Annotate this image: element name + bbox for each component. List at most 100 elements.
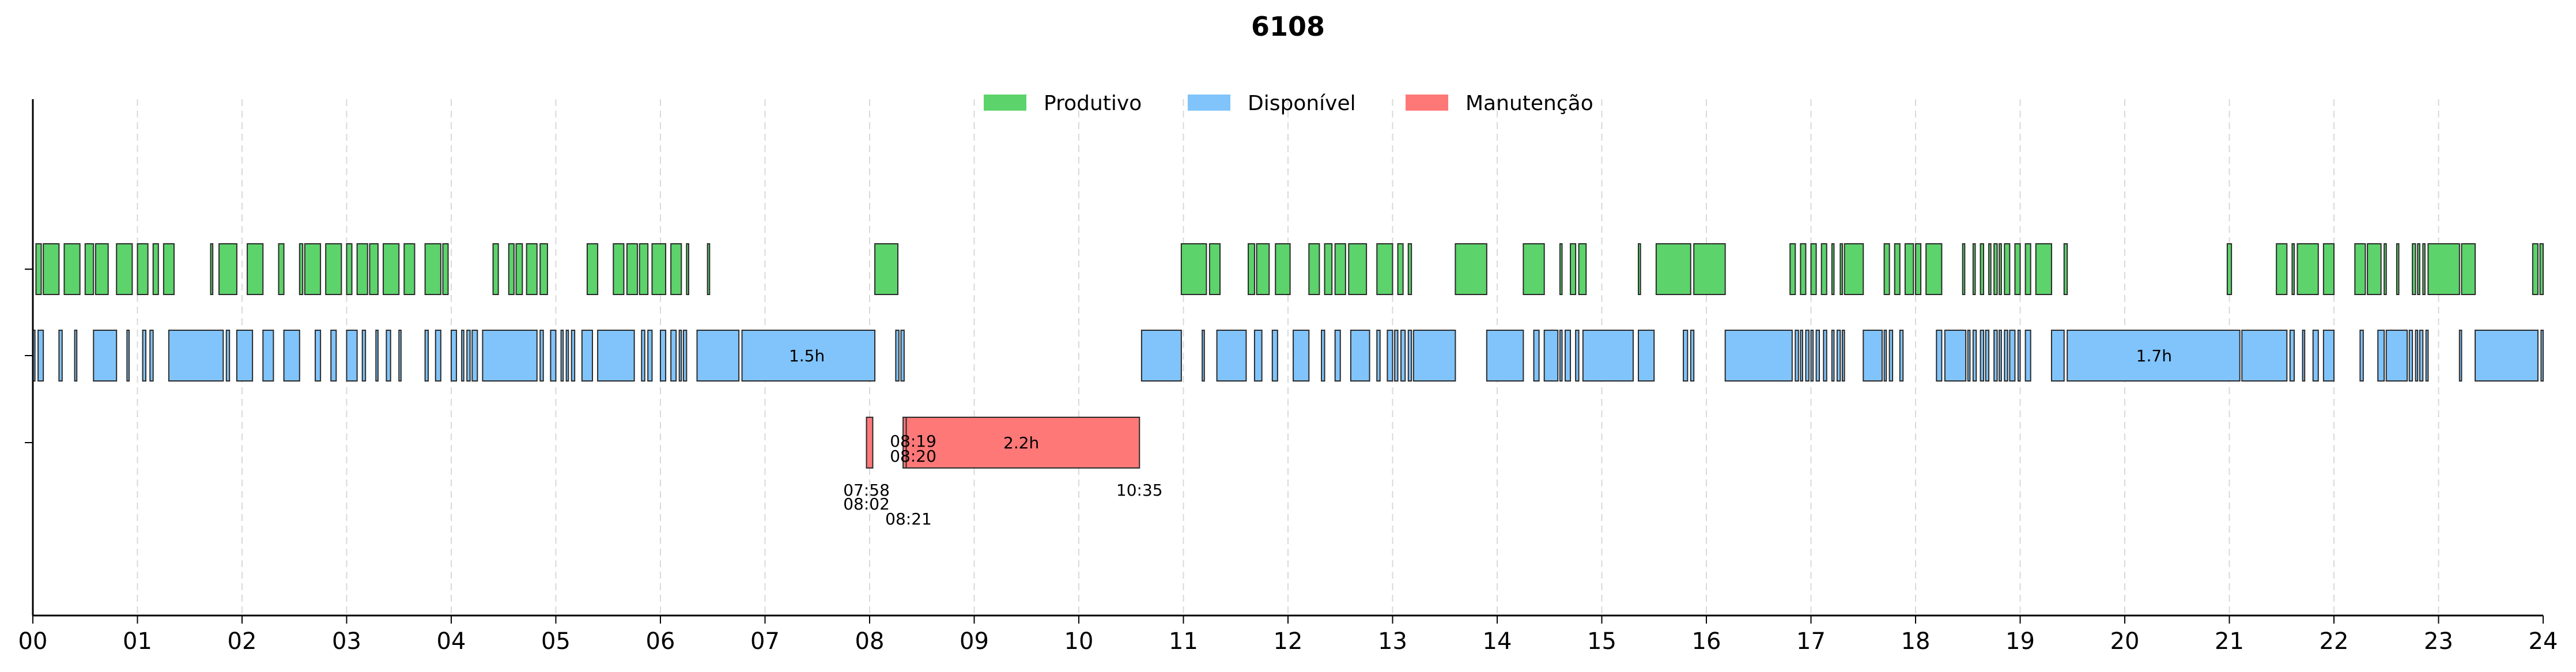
time-annotation: 07:58 — [843, 481, 890, 500]
bar-segment — [1972, 330, 1977, 382]
bar-segment — [1810, 330, 1814, 382]
bar-segment — [1844, 243, 1864, 295]
bar-segment — [386, 330, 391, 382]
bar-segment — [1925, 243, 1943, 295]
bar-segment — [2014, 243, 2021, 295]
legend-label-manutencao: Manutenção — [1465, 92, 1593, 115]
bar-segment — [2004, 243, 2011, 295]
bar-segment — [1993, 330, 1998, 382]
x-tick-label: 23 — [2424, 628, 2453, 655]
bar-segment — [515, 243, 523, 295]
bar-segment — [492, 243, 499, 295]
bar-segment — [682, 330, 688, 382]
x-tick-label: 08 — [855, 628, 885, 655]
bar-segment — [225, 330, 231, 382]
bar-segment — [442, 243, 449, 295]
bar-segment — [1140, 330, 1182, 382]
x-tick-label: 21 — [2215, 628, 2244, 655]
bar-segment — [2461, 243, 2476, 295]
bar-segment — [375, 330, 379, 382]
x-tick-label: 17 — [1796, 628, 1826, 655]
bar-segment — [152, 243, 159, 295]
x-tick-label: 07 — [750, 628, 780, 655]
bar-segment — [2540, 330, 2544, 382]
bar-segment — [247, 243, 264, 295]
time-annotation: 08:21 — [885, 509, 932, 528]
bar-segment — [1293, 330, 1310, 382]
x-tick-label: 05 — [541, 628, 571, 655]
bar-segment — [1376, 330, 1381, 382]
bar-segment — [1578, 243, 1587, 295]
bar-segment — [2322, 330, 2335, 382]
bar-segment — [1883, 243, 1890, 295]
bar-segment — [550, 330, 557, 382]
bar-segment — [2289, 330, 2295, 382]
x-tick-label: 09 — [960, 628, 989, 655]
bar-segment — [1348, 243, 1368, 295]
bar-segment — [639, 243, 649, 295]
bar-segment — [895, 330, 900, 382]
bar-segment — [2539, 243, 2544, 295]
bar-segment — [1455, 243, 1487, 295]
bar-segment — [1936, 330, 1943, 382]
bar-segment — [1202, 330, 1205, 382]
bar-segment — [1253, 330, 1263, 382]
bar-segment — [1638, 243, 1641, 295]
bar-segment — [1582, 330, 1634, 382]
bar-segment — [299, 243, 304, 295]
bar-segment — [1980, 243, 1984, 295]
bar-segment — [1350, 330, 1370, 382]
bar-segment — [346, 243, 353, 295]
bar-segment — [2009, 330, 2016, 382]
bar-segment — [1334, 330, 1341, 382]
x-tick-label: 18 — [1901, 628, 1931, 655]
bar-segment — [1815, 330, 1820, 382]
bar-segment — [1841, 330, 1845, 382]
bar-segment — [2417, 243, 2420, 295]
bar-segment — [2312, 330, 2319, 382]
bar-segment — [369, 243, 379, 295]
bar-segment — [424, 243, 441, 295]
bar-segment — [670, 330, 677, 382]
bar-segment — [262, 330, 274, 382]
bar-segment — [315, 330, 322, 382]
bar-segment — [1407, 243, 1412, 295]
bar-segment — [1523, 243, 1545, 295]
legend-swatch-disponivel — [1188, 95, 1230, 111]
bar-segment — [1820, 243, 1827, 295]
bar-segment — [2354, 243, 2366, 295]
bar-segment — [539, 243, 548, 295]
bar-segment — [43, 243, 60, 295]
bar-segment — [1575, 330, 1580, 382]
bar-segment — [1988, 243, 1992, 295]
bar-segment — [2422, 243, 2426, 295]
bar-segment — [1724, 330, 1793, 382]
legend-label-produtivo: Produtivo — [1044, 92, 1142, 115]
bar-segment — [2458, 330, 2462, 382]
bar-segment — [2035, 243, 2052, 295]
bar-segment — [707, 243, 711, 295]
x-tick-label: 14 — [1483, 628, 1512, 655]
bar-segment — [304, 243, 322, 295]
bar-segment — [2024, 330, 2031, 382]
bar-segment — [526, 243, 538, 295]
bar-segment — [2412, 243, 2416, 295]
x-tick-label: 19 — [2005, 628, 2035, 655]
bar-segment — [1683, 330, 1689, 382]
bar-segment — [1985, 330, 1990, 382]
x-tick-label: 01 — [123, 628, 152, 655]
bar-segment — [137, 243, 149, 295]
bar-segment — [2024, 243, 2031, 295]
bar-segment — [466, 330, 471, 382]
bar-segment — [2297, 243, 2319, 295]
bar-segment — [330, 330, 337, 382]
bar-segment — [1999, 243, 2002, 295]
chart-title: 6108 — [1251, 11, 1325, 42]
bar-segment — [1800, 243, 1807, 295]
bar-segment — [218, 243, 237, 295]
time-annotation: 08:19 — [890, 432, 936, 451]
legend-label-disponivel: Disponível — [1248, 92, 1356, 115]
x-tick-label: 11 — [1169, 628, 1198, 655]
